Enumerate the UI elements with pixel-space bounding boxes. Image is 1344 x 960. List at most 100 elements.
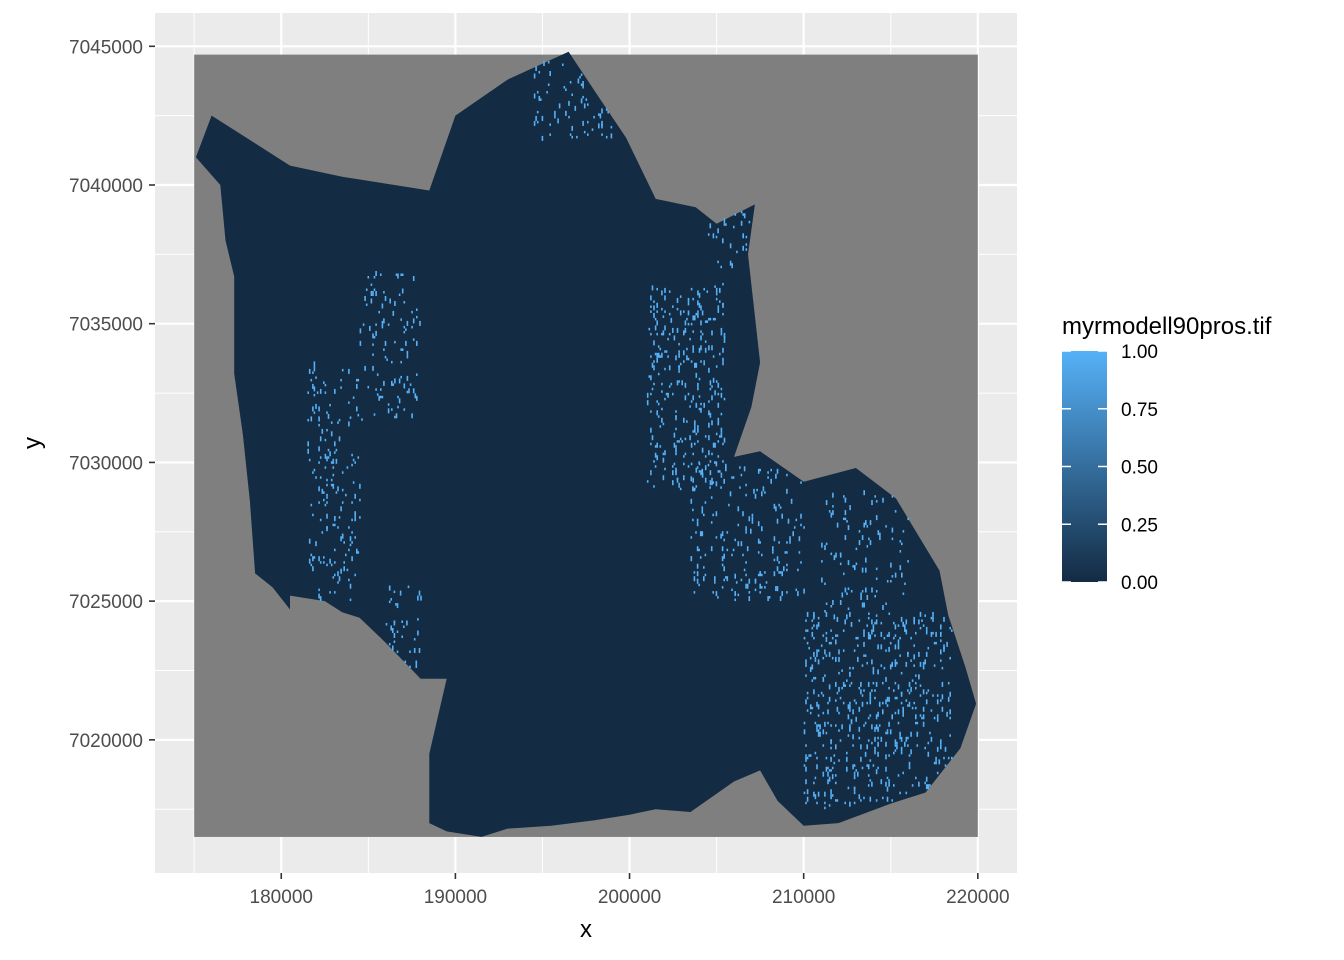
raster-cell bbox=[886, 731, 889, 735]
raster-cell bbox=[897, 684, 900, 687]
raster-cell bbox=[723, 553, 725, 559]
raster-cell bbox=[849, 671, 851, 675]
raster-cell bbox=[365, 303, 368, 306]
raster-cell bbox=[852, 666, 854, 670]
raster-cell bbox=[576, 135, 578, 139]
raster-cell bbox=[692, 330, 694, 333]
raster-cell bbox=[803, 721, 806, 725]
raster-cell bbox=[577, 78, 580, 84]
raster-cell bbox=[913, 616, 915, 622]
raster-cell bbox=[312, 406, 314, 412]
raster-cell bbox=[858, 686, 861, 690]
raster-cell bbox=[712, 513, 714, 517]
raster-cell bbox=[858, 726, 861, 732]
raster-cell bbox=[877, 669, 879, 675]
raster-cell bbox=[661, 407, 663, 411]
raster-cell bbox=[700, 402, 702, 406]
raster-cell bbox=[830, 739, 832, 742]
raster-cell bbox=[722, 302, 724, 306]
raster-cell bbox=[858, 706, 861, 712]
raster-cell bbox=[601, 120, 603, 126]
raster-cell bbox=[921, 619, 923, 622]
raster-cell bbox=[332, 523, 335, 527]
raster-cell bbox=[844, 587, 847, 593]
raster-cell bbox=[835, 774, 837, 777]
raster-cell bbox=[672, 465, 674, 468]
raster-cell bbox=[712, 481, 714, 484]
raster-cell bbox=[404, 660, 407, 663]
raster-cell bbox=[692, 430, 694, 433]
raster-cell bbox=[543, 61, 545, 66]
raster-cell bbox=[318, 446, 320, 452]
raster-cell bbox=[587, 103, 589, 106]
raster-cell bbox=[391, 360, 393, 364]
raster-cell bbox=[346, 568, 349, 572]
raster-cell bbox=[699, 556, 702, 559]
raster-cell bbox=[790, 498, 793, 502]
raster-cell bbox=[717, 392, 720, 396]
raster-cell bbox=[786, 488, 788, 494]
raster-cell bbox=[675, 467, 677, 473]
raster-cell bbox=[313, 556, 316, 559]
raster-cell bbox=[825, 602, 828, 605]
raster-cell bbox=[748, 516, 751, 522]
raster-cell bbox=[844, 535, 847, 541]
raster-cell bbox=[409, 650, 411, 653]
raster-cell bbox=[900, 671, 903, 675]
raster-cell bbox=[842, 701, 845, 705]
legend-label: 0.75 bbox=[1121, 400, 1158, 421]
raster-cell bbox=[896, 744, 898, 750]
raster-cell bbox=[332, 483, 335, 489]
raster-cell bbox=[860, 744, 862, 750]
raster-cell bbox=[411, 413, 413, 419]
raster-cell bbox=[745, 561, 747, 564]
raster-cell bbox=[330, 431, 333, 437]
raster-cell bbox=[915, 776, 917, 780]
raster-cell bbox=[549, 123, 551, 126]
raster-cell bbox=[867, 631, 870, 637]
raster-cell bbox=[814, 776, 817, 780]
raster-cell bbox=[731, 263, 733, 269]
raster-cell bbox=[359, 516, 361, 519]
raster-cell bbox=[779, 596, 782, 602]
raster-cell bbox=[720, 432, 723, 438]
raster-cell bbox=[844, 801, 846, 805]
raster-cell bbox=[536, 110, 539, 114]
raster-cell bbox=[889, 729, 892, 735]
raster-cell bbox=[832, 600, 834, 605]
raster-cell bbox=[803, 636, 806, 640]
raster-cell bbox=[910, 749, 912, 755]
raster-cell bbox=[869, 691, 872, 697]
raster-cell bbox=[319, 388, 322, 394]
raster-cell bbox=[886, 580, 889, 583]
raster-cell bbox=[695, 467, 698, 473]
raster-cell bbox=[375, 271, 377, 276]
raster-cell bbox=[904, 629, 906, 632]
raster-cell bbox=[411, 310, 413, 314]
raster-cell bbox=[562, 63, 564, 66]
raster-cell bbox=[696, 546, 699, 552]
raster-cell bbox=[919, 611, 922, 617]
raster-cell bbox=[698, 302, 701, 308]
raster-cell bbox=[765, 581, 768, 584]
raster-cell bbox=[816, 626, 818, 630]
raster-cell bbox=[711, 452, 713, 456]
raster-cell bbox=[867, 774, 870, 777]
raster-cell bbox=[908, 681, 911, 687]
raster-cell bbox=[307, 418, 309, 422]
raster-cell bbox=[601, 133, 603, 136]
raster-cell bbox=[875, 515, 878, 521]
raster-cell bbox=[894, 624, 897, 630]
legend-ticks: 1.000.750.500.250.00 bbox=[1062, 342, 1158, 594]
raster-cell bbox=[725, 576, 727, 579]
raster-cell bbox=[940, 699, 942, 702]
raster-cell bbox=[847, 525, 850, 531]
raster-cell bbox=[822, 744, 825, 747]
raster-cell bbox=[861, 602, 864, 608]
raster-cell bbox=[757, 468, 760, 474]
raster-cell bbox=[761, 526, 763, 532]
raster-cell bbox=[538, 71, 541, 74]
raster-cell bbox=[656, 310, 658, 313]
raster-cell bbox=[889, 664, 892, 670]
raster-cell bbox=[759, 468, 761, 472]
